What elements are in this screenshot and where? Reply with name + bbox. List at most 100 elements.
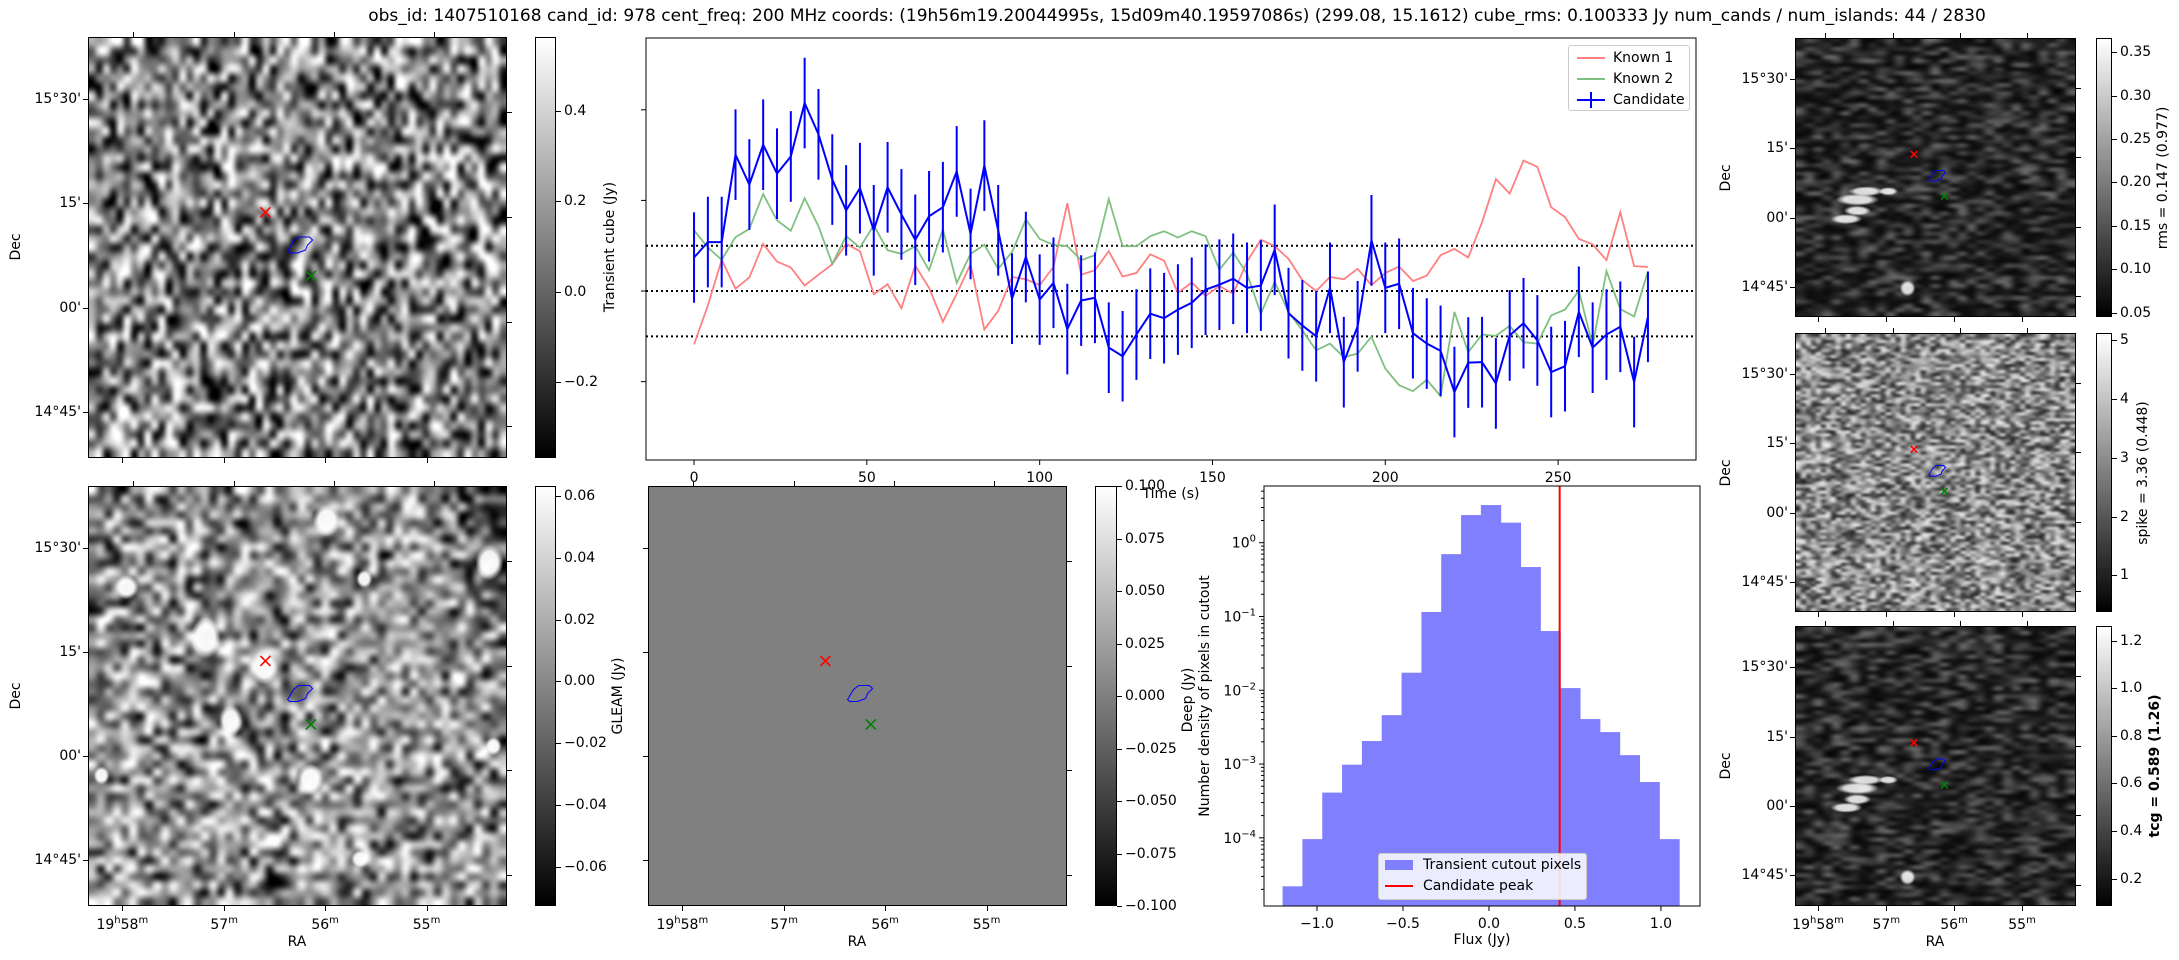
ra-tick	[2022, 906, 2024, 911]
dec-tick-label: 14°45'	[34, 852, 81, 869]
x-tick-label: 0	[690, 470, 699, 486]
plot-frame	[1263, 485, 1701, 907]
hist-legend-patch	[1385, 860, 1413, 870]
secondary-tick	[2076, 87, 2081, 89]
dec-tick-label: 00'	[59, 300, 81, 317]
colorbar-tick	[2112, 640, 2117, 642]
sky-image-canvas	[1796, 39, 2075, 316]
cross-stroke	[865, 718, 877, 730]
candidate-legend-swatch	[1577, 92, 1605, 108]
ra-tick	[1954, 906, 1956, 911]
colorbar-tick-label: −0.02	[564, 735, 607, 752]
colorbar-tick	[1117, 906, 1122, 907]
histogram-svg: −1.0 −0.5 0.0 0.5 1.0 100 10−1 10−2 10−3 10−4	[1223, 485, 1701, 932]
ra-tick-label: 19h58m	[656, 915, 709, 933]
colorbar-tick-label: −0.04	[564, 797, 607, 814]
x-tick-label: 200	[1372, 470, 1399, 486]
rms-colorbar	[2096, 38, 2112, 317]
dec-tick	[1790, 806, 1795, 808]
ra-tick	[1886, 612, 1888, 617]
colorbar-tick	[2112, 831, 2117, 833]
dec-tick	[1790, 875, 1795, 877]
dec-tick	[1790, 286, 1795, 288]
secondary-tick	[1067, 665, 1072, 667]
secondary-tick	[693, 481, 695, 486]
cross-stroke	[1940, 192, 1949, 201]
dec-tick	[1790, 736, 1795, 738]
colorbar-tick	[556, 495, 561, 497]
colorbar-tick	[2112, 269, 2117, 271]
secondary-tick	[994, 481, 996, 486]
histogram-y-label: Number density of pixels in cutout	[1197, 575, 1213, 817]
dec-tick-label: 15°30'	[34, 90, 81, 107]
known2-legend-swatch	[1577, 78, 1605, 80]
legend-transient-pixels: Transient cutout pixels	[1423, 857, 1582, 873]
legend-known1: Known 1	[1613, 50, 1674, 66]
ra-axis-label: RA	[847, 934, 867, 950]
secondary-tick	[1067, 874, 1072, 876]
known2-line	[693, 191, 1649, 399]
candidate-contour	[1928, 758, 1947, 771]
dec-tick	[83, 547, 88, 549]
ra-tick	[1818, 612, 1820, 617]
colorbar-tick-label: 0.050	[1125, 583, 1166, 599]
light-curve-legend: Known 1 Known 2 Candidate	[1568, 45, 1690, 111]
colorbar-tick-label: 0.25	[2120, 131, 2152, 148]
dec-tick-label: 15'	[1766, 435, 1788, 452]
cross-stroke	[305, 718, 317, 730]
secondary-tick	[794, 481, 796, 486]
cross-stroke	[1910, 445, 1918, 454]
dec-tick-label: 15'	[59, 643, 81, 660]
secondary-tick	[133, 32, 135, 37]
dec-tick	[83, 651, 88, 653]
colorbar-tick-label: 1	[2120, 567, 2129, 584]
colorbar-tick	[2112, 225, 2117, 227]
candidate-contour	[286, 684, 314, 702]
histogram-bar	[1619, 755, 1641, 906]
colorbar-tick	[1117, 853, 1122, 855]
known2-marker-icon	[1940, 780, 1949, 789]
x-tick-label: 0.0	[1478, 916, 1500, 932]
candidate-contour	[1928, 464, 1947, 477]
colorbar-tick	[2112, 688, 2117, 690]
sky-image-canvas	[1796, 627, 2075, 905]
dec-axis-label: Dec	[8, 682, 24, 710]
secondary-tick	[334, 32, 336, 37]
rms-colorbar-label: rms = 0.147 (0.977)	[2155, 106, 2171, 250]
known1-marker-icon	[259, 655, 271, 667]
secondary-tick	[2076, 382, 2081, 384]
colorbar-tick	[2112, 457, 2117, 459]
marker-overlay	[259, 206, 317, 282]
secondary-tick	[2076, 745, 2081, 747]
colorbar-tick	[556, 557, 561, 559]
ra-tick	[682, 906, 684, 911]
dec-tick-label: 00'	[1766, 504, 1788, 521]
ra-tick-label: 55m	[2008, 915, 2036, 933]
cross-stroke	[259, 206, 271, 218]
colorbar-tick-label: 1.2	[2120, 632, 2143, 649]
known1-marker-icon	[819, 655, 831, 667]
marker-overlay	[819, 655, 877, 730]
secondary-tick	[2076, 675, 2081, 677]
colorbar-tick-label: −0.075	[1125, 845, 1177, 862]
known2-marker-icon	[305, 270, 317, 282]
x-tick-label: 250	[1545, 470, 1572, 486]
secondary-tick	[2076, 591, 2081, 593]
colorbar-tick-label: 0.05	[2120, 304, 2152, 321]
known1-legend-swatch	[1577, 57, 1605, 59]
ra-tick-label: 56m	[1940, 915, 1968, 933]
y-tick-label: 10−1	[1223, 607, 1256, 625]
dec-tick-label: 15°30'	[1741, 71, 1788, 87]
sky-image-canvas	[1796, 334, 2075, 611]
secondary-tick	[507, 769, 512, 771]
dec-axis-label: Dec	[1718, 459, 1734, 487]
colorbar-tick	[556, 805, 561, 807]
colorbar-tick	[2112, 312, 2117, 314]
x-tick-label: 0.5	[1564, 916, 1586, 932]
dec-tick	[83, 860, 88, 862]
colorbar-tick	[556, 867, 561, 869]
ra-tick	[2022, 612, 2024, 617]
colorbar-tick	[2112, 182, 2117, 184]
secondary-tick	[2076, 815, 2081, 817]
ra-tick	[885, 906, 887, 911]
